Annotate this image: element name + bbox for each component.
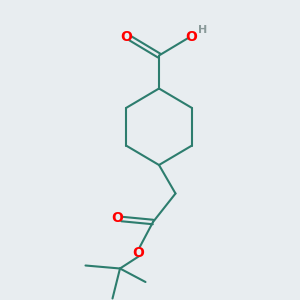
- Text: O: O: [111, 211, 123, 224]
- Text: H: H: [199, 25, 208, 35]
- Text: O: O: [121, 30, 133, 44]
- Text: O: O: [132, 246, 144, 260]
- Text: O: O: [185, 30, 197, 44]
